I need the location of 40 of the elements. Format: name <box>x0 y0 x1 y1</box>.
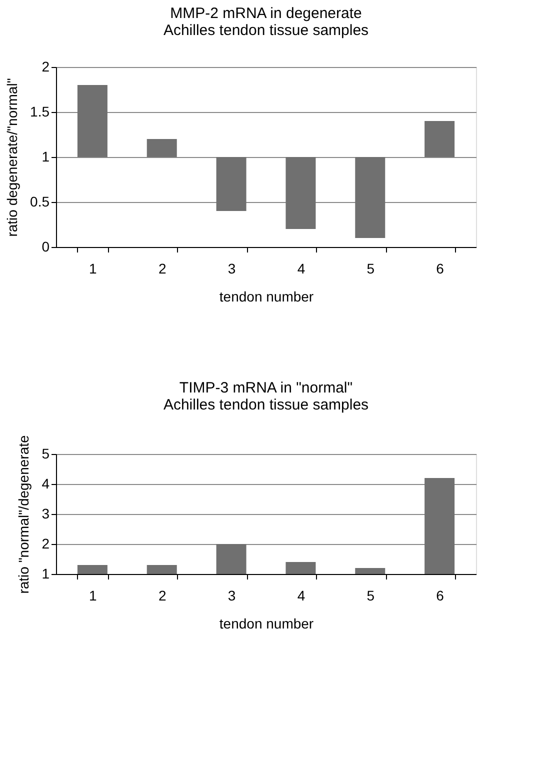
x-tick-label: 3 <box>228 260 236 276</box>
bar <box>216 544 246 574</box>
bar <box>77 85 108 157</box>
y-tick-label: 1 <box>42 566 50 582</box>
x-tick-label: 2 <box>158 260 166 276</box>
x-axis-title: tendon number <box>219 288 314 304</box>
x-tick-label: 4 <box>297 260 306 276</box>
bar <box>355 568 386 574</box>
y-tick-label: 0 <box>42 238 50 254</box>
x-tick-label: 5 <box>366 260 375 276</box>
x-tick-label: 1 <box>89 588 98 604</box>
y-axis-title: ratio "normal"/degenerate <box>16 434 32 594</box>
chart-title: MMP-2 mRNA in degenerate Achilles tendon tissue samples <box>163 5 369 39</box>
x-tick-label: 2 <box>158 588 166 604</box>
x-tick-label: 6 <box>436 588 444 604</box>
y-tick-label: 2 <box>42 536 50 552</box>
bar <box>286 562 316 574</box>
chart-title: TIMP-3 mRNA in "normal" Achilles tendon tissue samples <box>163 380 369 414</box>
y-axis-title: ratio degenerate/"normal" <box>4 78 20 237</box>
bar <box>424 478 455 574</box>
bar <box>216 157 246 211</box>
y-tick-label: 0.5 <box>30 194 50 210</box>
y-tick-label: 2 <box>42 58 50 74</box>
y-tick-label: 1.5 <box>30 104 50 120</box>
bar <box>146 139 177 157</box>
bar <box>355 157 386 238</box>
bar <box>77 565 108 574</box>
y-tick-label: 5 <box>42 446 50 462</box>
bar <box>286 157 316 229</box>
x-axis-title: tendon number <box>219 616 314 632</box>
y-tick-label: 1 <box>42 148 50 164</box>
x-tick-label: 3 <box>228 588 236 604</box>
x-tick-label: 4 <box>297 588 306 604</box>
bar <box>146 565 177 574</box>
x-tick-label: 1 <box>89 260 98 276</box>
y-tick-label: 4 <box>42 476 50 492</box>
x-tick-label: 6 <box>436 260 444 276</box>
y-tick-label: 3 <box>42 506 50 522</box>
x-tick-label: 5 <box>366 588 375 604</box>
bar <box>424 121 455 157</box>
